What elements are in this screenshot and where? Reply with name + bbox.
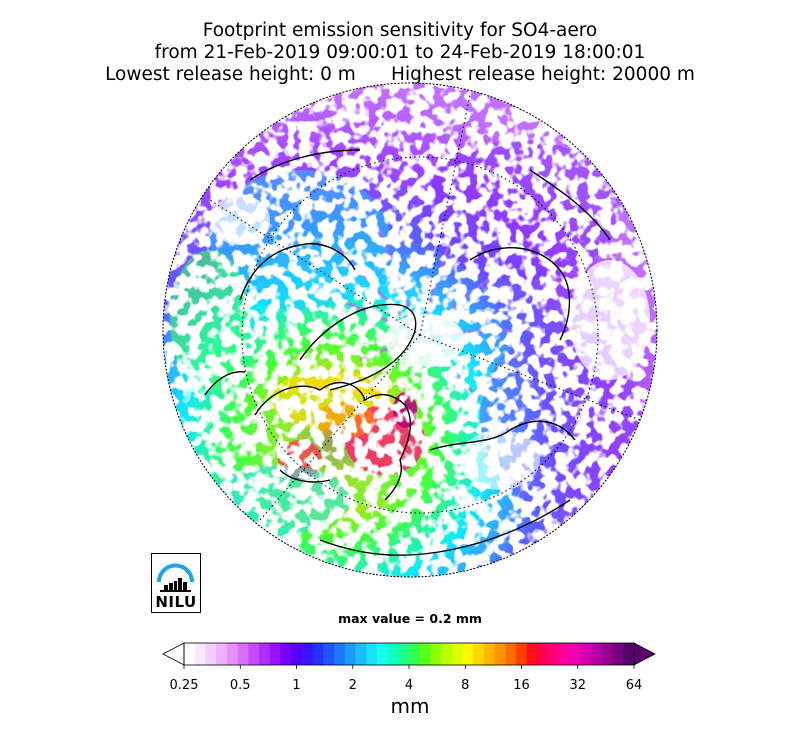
title-line-3: Lowest release height: 0 m Highest relea…: [105, 64, 695, 85]
colorbar-tick-label: 2: [349, 678, 357, 693]
colorbar-cell: [580, 643, 592, 665]
colorbar-tick-label: 0.5: [230, 678, 251, 693]
colorbar-cell: [601, 643, 614, 665]
colorbar-unit: mm: [390, 694, 430, 718]
colorbar-tick-label: 64: [626, 678, 643, 693]
colorbar-cell: [505, 643, 517, 665]
colorbar-cell: [451, 643, 464, 665]
colorbar-cells: [184, 643, 635, 665]
colorbar-cell: [312, 643, 324, 665]
nilu-logo: NILU: [151, 553, 201, 613]
nilu-logo-icon: [157, 563, 194, 592]
title-line-1: Footprint emission sensitivity for SO4-a…: [202, 20, 598, 41]
colorbar-cell: [376, 643, 389, 665]
colorbar-cell: [559, 643, 571, 665]
coastlines: [204, 149, 611, 556]
colorbar-cell: [526, 643, 539, 665]
colorbar-cell: [387, 643, 399, 665]
colorbar-cell: [623, 643, 635, 665]
colorbar-cell: [301, 643, 314, 665]
graticule: [209, 94, 641, 521]
colorbar-cell: [441, 643, 453, 665]
colorbar-cell: [216, 643, 228, 665]
colorbar-cell: [462, 643, 474, 665]
logo-text: NILU: [155, 593, 197, 611]
colorbar-tick-label: 1: [292, 678, 300, 693]
colorbar-cell: [612, 643, 624, 665]
colorbar-cell: [334, 643, 346, 665]
colorbar-cell: [569, 643, 581, 665]
colorbar-ticks: 0.25 0.5 1 2 4 8 16 32 64: [170, 665, 643, 693]
colorbar-cell: [473, 643, 485, 665]
colorbar-cell: [269, 643, 281, 665]
colorbar-cell: [280, 643, 292, 665]
colorbar-cell: [323, 643, 335, 665]
max-value-label: max value = 0.2 mm: [338, 611, 482, 626]
colorbar-cell: [548, 643, 560, 665]
colorbar-cell: [259, 643, 271, 665]
colorbar-cell: [226, 643, 239, 665]
colorbar-cell: [484, 643, 496, 665]
colorbar-min-extend: [162, 642, 185, 666]
colorbar-cell: [355, 643, 367, 665]
colorbar-cell: [237, 643, 249, 665]
colorbar-tick-label: 8: [461, 678, 469, 693]
colorbar-cell: [494, 643, 506, 665]
colorbar-cell: [398, 643, 410, 665]
colorbar-tick-label: 0.25: [170, 678, 199, 693]
footprint-field: [163, 83, 657, 577]
colorbar-cell: [409, 643, 421, 665]
colorbar-tick-label: 4: [405, 678, 413, 693]
colorbar-cell: [184, 643, 196, 665]
colorbar-cell: [419, 643, 431, 665]
colorbar-cell: [194, 643, 206, 665]
colorbar-tick-label: 16: [513, 678, 530, 693]
colorbar-cell: [537, 643, 549, 665]
colorbar-cell: [366, 643, 378, 665]
colorbar-tick-label: 32: [569, 678, 586, 693]
colorbar-cell: [344, 643, 356, 665]
colorbar-cell: [430, 643, 442, 665]
colorbar-max-extend: [633, 642, 656, 666]
colorbar-cell: [248, 643, 260, 665]
colorbar-cell: [291, 643, 303, 665]
colorbar-cell: [205, 643, 217, 665]
title-line-2: from 21-Feb-2019 09:00:01 to 24-Feb-2019…: [154, 42, 646, 63]
colorbar-cell: [516, 643, 528, 665]
globe-outline: [162, 82, 658, 578]
colorbar-cell: [591, 643, 603, 665]
